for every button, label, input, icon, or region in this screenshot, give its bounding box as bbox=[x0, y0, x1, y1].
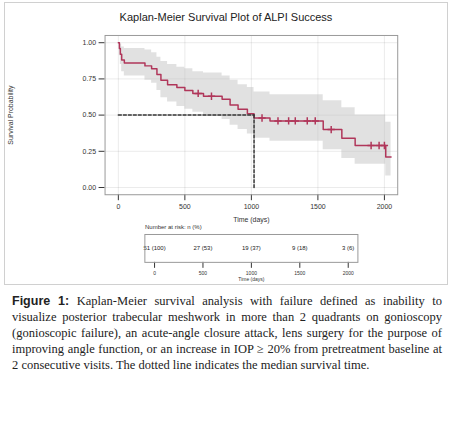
svg-text:51 (100): 51 (100) bbox=[143, 245, 165, 251]
svg-text:1000: 1000 bbox=[246, 271, 257, 276]
svg-text:19 (37): 19 (37) bbox=[242, 245, 261, 251]
html-text:Number at risk: n (%): Number at risk: n (%) bbox=[145, 224, 202, 231]
svg-text:0: 0 bbox=[153, 271, 156, 276]
svg-text:1500: 1500 bbox=[310, 203, 326, 210]
svg-text:9 (18): 9 (18) bbox=[292, 245, 308, 251]
svg-text:1.00: 1.00 bbox=[83, 39, 97, 46]
svg-text:2000: 2000 bbox=[343, 271, 354, 276]
svg-text:1000: 1000 bbox=[244, 203, 260, 210]
svg-text:0.00: 0.00 bbox=[83, 184, 97, 191]
svg-text:0.25: 0.25 bbox=[83, 148, 97, 155]
html-text:Kaplan-Meier Survival Plot of: Kaplan-Meier Survival Plot of ALPI Succe… bbox=[119, 11, 333, 23]
svg-text:2000: 2000 bbox=[377, 203, 393, 210]
html-text:Figure 1: Kaplan-Meier surviva: Figure 1: Kaplan-Meier survival analysis… bbox=[12, 293, 442, 372]
svg-text:3 (6): 3 (6) bbox=[342, 245, 354, 251]
svg-text:500: 500 bbox=[179, 203, 191, 210]
svg-text:0.50: 0.50 bbox=[83, 111, 97, 118]
svg-text:500: 500 bbox=[199, 271, 208, 276]
svg-text:Time (days): Time (days) bbox=[233, 216, 269, 224]
svg-text:Survival Probability: Survival Probability bbox=[7, 85, 15, 145]
svg-text:0.75: 0.75 bbox=[83, 75, 97, 82]
svg-text:0: 0 bbox=[116, 203, 120, 210]
svg-text:27 (53): 27 (53) bbox=[194, 245, 213, 251]
svg-text:1500: 1500 bbox=[294, 271, 305, 276]
svg-text:Time (days): Time (days) bbox=[238, 277, 264, 282]
